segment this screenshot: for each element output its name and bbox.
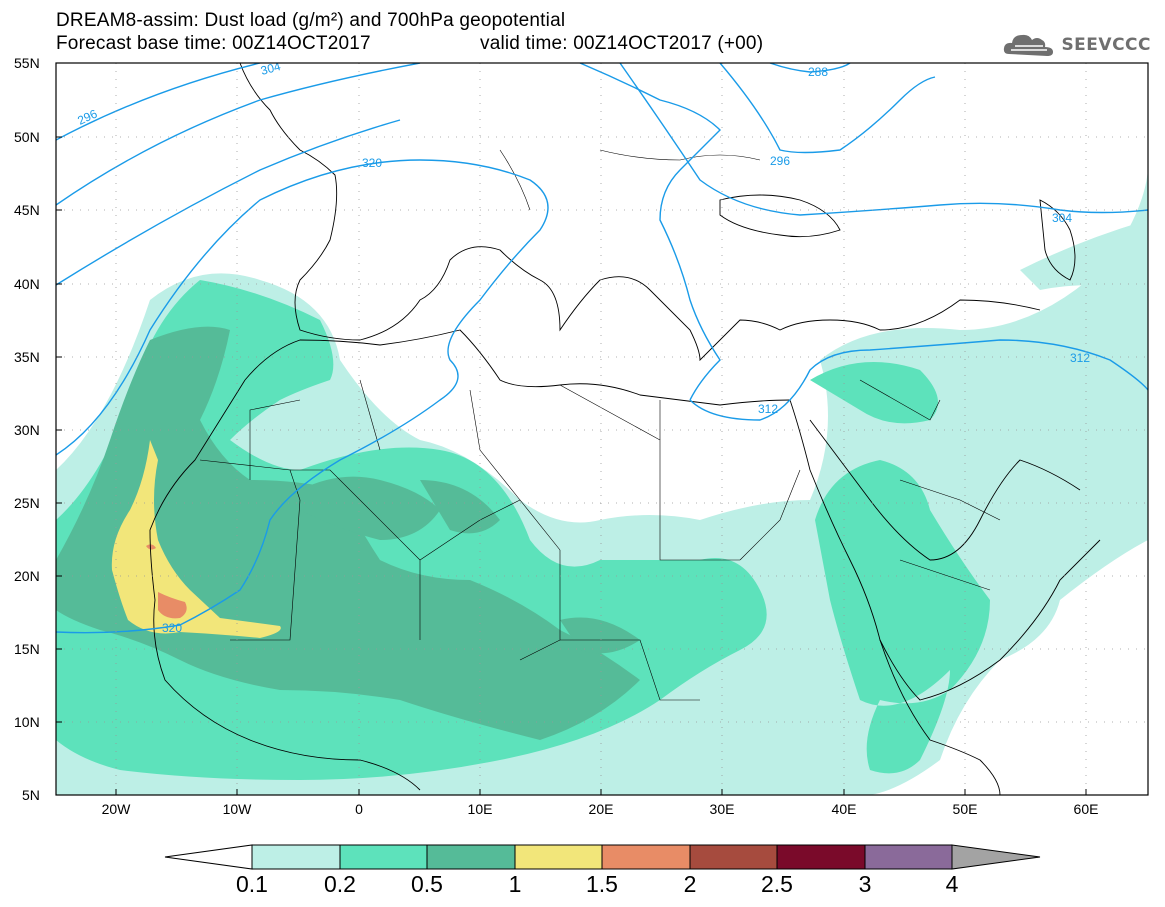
colorbar-label: 2 <box>684 871 697 897</box>
contour-label-312-s: 312 <box>758 402 778 416</box>
dust-field-1.5 <box>158 592 187 619</box>
lat-label: 10N <box>14 714 40 730</box>
lon-label: 10W <box>223 801 253 817</box>
contour-label-304-e: 304 <box>1052 211 1072 225</box>
valid-time: valid time: 00Z14OCT2017 (+00) <box>480 33 764 54</box>
lat-label: 35N <box>14 349 40 365</box>
map-frame <box>55 62 1149 796</box>
colorbar-bin <box>601 844 691 870</box>
contour-288 <box>769 63 851 73</box>
dust-field-0.5 <box>56 326 640 740</box>
contour-label-320-w: 320 <box>362 156 382 170</box>
country-borders <box>199 149 1001 701</box>
contour-312-east <box>579 63 721 401</box>
lat-label: 45N <box>14 202 40 218</box>
colorbar-bin <box>426 844 516 870</box>
contour-304-west <box>56 63 421 206</box>
lat-label: 50N <box>14 129 40 145</box>
logo-text: SEEVCCC <box>1061 35 1151 55</box>
contour-320-west <box>56 159 549 634</box>
colorbar-labels: 0.1 0.2 0.5 1 1.5 2 2.5 3 4 <box>236 871 959 897</box>
colorbar-bin <box>689 844 778 870</box>
latitude-labels: 55N 50N 45N 40N 35N 30N 25N 20N 15N 10N … <box>14 55 40 803</box>
colorbar-label: 0.1 <box>236 871 268 897</box>
colorbar-bin <box>776 844 866 870</box>
axis-ticks <box>56 62 1087 795</box>
coastlines <box>149 63 1101 795</box>
colorbar-bin <box>251 844 341 870</box>
colorbar-bin <box>514 844 603 870</box>
lat-label: 15N <box>14 641 40 657</box>
map-title: DREAM8-assim: Dust load (g/m²) and 700hP… <box>56 10 566 31</box>
colorbar-bin <box>339 844 428 870</box>
contour-296-west <box>56 63 261 141</box>
colorbar-label: 0.2 <box>324 871 356 897</box>
lat-label: 55N <box>14 55 40 71</box>
lat-label: 30N <box>14 422 40 438</box>
contour-312-west <box>56 119 401 286</box>
colorbar-high-arrow <box>951 844 1041 870</box>
cloud-icon <box>1004 34 1054 56</box>
contour-label-304-w: 304 <box>259 59 282 78</box>
lat-label: 20N <box>14 568 40 584</box>
lon-label: 50E <box>953 801 978 817</box>
lat-label: 5N <box>22 787 40 803</box>
lon-label: 20W <box>102 801 132 817</box>
colorbar-label: 2.5 <box>761 871 793 897</box>
lon-label: 60E <box>1074 801 1099 817</box>
lat-label: 40N <box>14 276 40 292</box>
seevccc-logo: SEEVCCC <box>1003 30 1151 60</box>
colorbar-label: 4 <box>946 871 959 897</box>
lat-label: 25N <box>14 495 40 511</box>
colorbar-low-arrow <box>164 844 253 870</box>
colorbar-label: 1.5 <box>586 871 618 897</box>
contour-label-288: 288 <box>808 65 828 79</box>
colorbar-label: 0.5 <box>411 871 443 897</box>
longitude-labels: 20W 10W 0 10E 20E 30E 40E 50E 60E <box>102 801 1099 817</box>
contour-304-east <box>619 63 1148 216</box>
contour-label-296-e: 296 <box>770 154 790 168</box>
geopotential-contours <box>56 63 1148 634</box>
contour-label-312-e: 312 <box>1070 351 1090 365</box>
map-area: 296 304 288 320 296 304 312 312 320 <box>56 59 1148 795</box>
dust-field-1.5-spot <box>146 544 156 550</box>
colorbar-label: 3 <box>859 871 872 897</box>
contour-label-320-s: 320 <box>162 621 182 635</box>
lon-label: 0 <box>355 801 363 817</box>
contour-296-east <box>719 63 936 154</box>
colorbar <box>164 844 1041 870</box>
lon-label: 30E <box>710 801 735 817</box>
colorbar-bin <box>864 844 953 870</box>
lon-label: 40E <box>832 801 857 817</box>
lon-label: 20E <box>589 801 614 817</box>
colorbar-label: 1 <box>509 871 522 897</box>
forecast-base-time: Forecast base time: 00Z14OCT2017 <box>56 33 371 54</box>
lon-label: 10E <box>468 801 493 817</box>
contour-312-south <box>689 339 1148 421</box>
